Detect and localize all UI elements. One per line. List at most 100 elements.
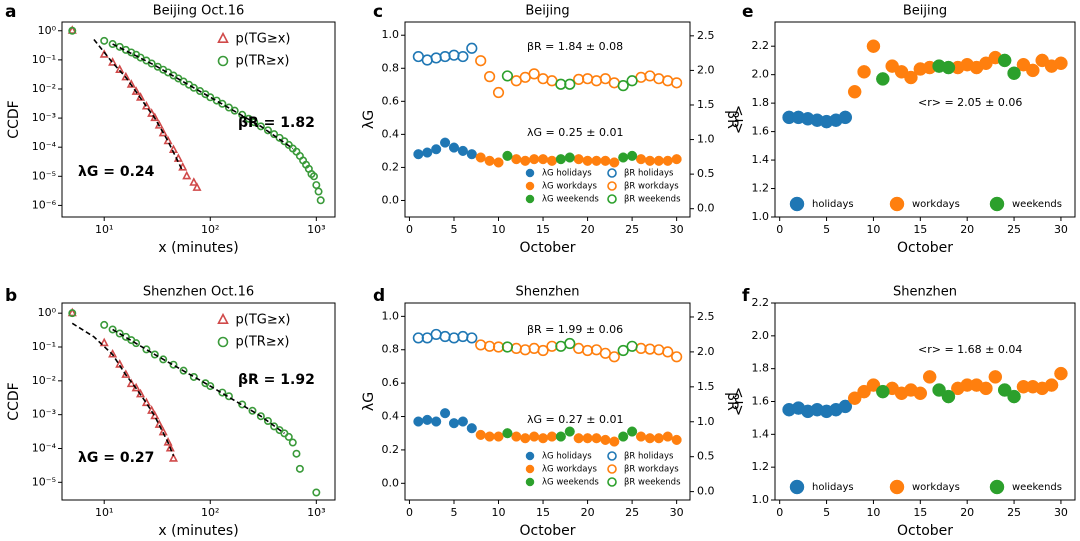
- data-point: [1054, 366, 1068, 381]
- y2-tick-label: 0.5: [697, 167, 715, 180]
- x-axis-label: October: [897, 523, 953, 539]
- data-point: [421, 54, 433, 66]
- data-point: [627, 426, 638, 437]
- legend-label: p(TR≥x): [236, 54, 290, 69]
- data-point: [838, 110, 853, 125]
- y-tick-label: 1.2: [752, 460, 770, 473]
- x-tick-label: 15: [536, 506, 550, 519]
- data-point: [440, 408, 451, 419]
- fit-line: [71, 322, 175, 457]
- x-tick-label: 5: [823, 223, 830, 236]
- x-axis-label: October: [897, 240, 953, 256]
- data-point: [501, 70, 514, 82]
- data-point: [212, 96, 221, 105]
- data-point: [671, 77, 683, 89]
- annotation: <r> = 1.68 ± 0.04: [918, 343, 1022, 356]
- x-tick-label: 5: [823, 506, 830, 519]
- plot-frame: [774, 302, 1076, 501]
- data-point: [653, 155, 664, 166]
- data-point: [475, 152, 486, 163]
- y2-tick-label: 1.5: [697, 98, 715, 111]
- data-point: [466, 332, 478, 344]
- data-point: [248, 406, 257, 415]
- x-tick-label: 15: [913, 506, 927, 519]
- x-tick-label: 10²: [201, 506, 219, 519]
- legend-label: βR holidays: [624, 169, 674, 179]
- chart-title: Shenzhen: [893, 285, 957, 300]
- data-point: [115, 359, 125, 368]
- data-point: [100, 36, 109, 45]
- y-tick-label: 0.4: [382, 127, 400, 140]
- data-point: [644, 155, 655, 166]
- legend-marker: [989, 196, 1005, 212]
- data-point: [671, 154, 682, 165]
- annotation: βR = 1.92: [238, 372, 315, 388]
- legend-label: p(TG≥x): [236, 32, 291, 47]
- data-point: [502, 428, 513, 439]
- y-tick-label: 10⁻¹: [32, 340, 56, 353]
- data-point: [288, 438, 297, 447]
- legend-marker: [989, 479, 1005, 495]
- data-point: [121, 71, 131, 81]
- data-point: [537, 433, 549, 444]
- data-point: [484, 71, 496, 83]
- panel-label: a: [5, 2, 16, 22]
- y-tick-label: 2.2: [752, 39, 770, 52]
- data-point: [158, 127, 168, 137]
- data-point: [150, 410, 160, 420]
- data-point: [502, 150, 513, 161]
- data-point: [501, 341, 514, 353]
- legend-label: λG weekends: [542, 478, 599, 488]
- data-point: [147, 108, 157, 117]
- y-tick-label: 1.4: [752, 427, 770, 440]
- data-point: [1007, 66, 1021, 80]
- data-point: [493, 157, 504, 168]
- y2-tick-label: 0.0: [697, 485, 715, 498]
- data-point: [431, 416, 442, 427]
- data-point: [519, 344, 531, 356]
- data-point: [314, 187, 323, 196]
- plot-frame: [404, 21, 691, 218]
- legend-label: p(TR≥x): [236, 335, 290, 350]
- data-point: [537, 154, 549, 165]
- x-tick-label: 30: [670, 506, 684, 519]
- data-point: [644, 433, 655, 444]
- data-point: [142, 345, 151, 354]
- legend-marker: [525, 464, 535, 474]
- data-point: [876, 384, 890, 399]
- panel-label: f: [742, 286, 750, 306]
- data-point: [448, 332, 460, 344]
- x-tick-label: 15: [536, 223, 550, 236]
- y-axis-label: CCDF: [6, 382, 22, 420]
- plot-frame: [61, 302, 336, 501]
- data-point: [439, 50, 451, 63]
- data-point: [617, 344, 629, 357]
- data-point: [431, 144, 442, 155]
- y2-tick-label: 2.0: [697, 63, 715, 76]
- y-tick-label: 0.0: [382, 193, 400, 206]
- data-point: [857, 384, 871, 399]
- fit-line: [112, 328, 285, 435]
- chart-title: Beijing: [525, 4, 569, 19]
- x-tick-label: 0: [776, 506, 783, 519]
- annotation: βR = 1.99 ± 0.06: [527, 323, 623, 336]
- data-point: [309, 172, 318, 181]
- y-tick-label: 10⁰: [38, 24, 57, 37]
- legend-label: βR weekends: [624, 478, 681, 488]
- data-point: [270, 130, 279, 139]
- y-tick-label: 0.8: [382, 343, 400, 356]
- x-tick-label: 20: [960, 506, 974, 519]
- data-point: [484, 431, 495, 442]
- y2-tick-label: 2.5: [697, 310, 715, 323]
- data-point: [546, 431, 558, 442]
- data-point: [224, 103, 233, 112]
- y2-tick-label: 0.0: [697, 202, 715, 215]
- x-tick-label: 0: [776, 223, 783, 236]
- data-point: [141, 397, 151, 407]
- y2-axis-label: βR: [724, 392, 740, 411]
- data-point: [1044, 378, 1059, 392]
- data-point: [147, 59, 156, 68]
- legend-marker: [607, 181, 617, 191]
- data-point: [573, 342, 585, 355]
- x-tick-label: 10: [866, 506, 880, 519]
